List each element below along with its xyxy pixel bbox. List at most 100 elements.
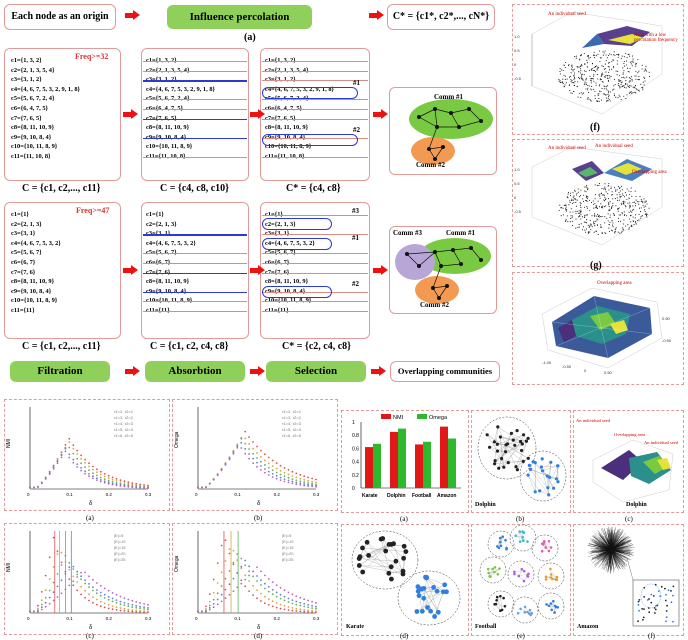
data-point xyxy=(115,480,118,482)
scatter-point xyxy=(599,57,601,59)
scatter-point xyxy=(608,204,610,206)
legend-entry: |E|=25 xyxy=(282,557,294,562)
scatter-point xyxy=(635,88,637,90)
scatter-point xyxy=(565,218,567,220)
network-edge xyxy=(594,549,612,560)
network-node xyxy=(524,439,528,443)
scatter-point xyxy=(564,78,566,80)
data-point xyxy=(135,604,138,607)
data-point xyxy=(216,474,219,477)
scatter-point xyxy=(584,70,586,72)
network-edge xyxy=(514,570,525,572)
data-point xyxy=(240,557,243,560)
bar xyxy=(390,431,398,488)
scatter-point xyxy=(559,68,561,70)
data-point xyxy=(107,479,110,482)
scatter-point xyxy=(570,80,572,82)
network-edge xyxy=(515,535,524,541)
network-node xyxy=(415,588,421,594)
network-node xyxy=(556,480,560,484)
scatter-point xyxy=(643,198,645,200)
data-point xyxy=(283,467,286,469)
scatter-point xyxy=(594,220,596,222)
scatter-point xyxy=(590,68,592,70)
scatter-point xyxy=(572,196,574,198)
data-point xyxy=(208,607,211,609)
scatter-point xyxy=(631,209,633,211)
data-point xyxy=(48,602,51,605)
scatter-point xyxy=(621,211,623,214)
legend-entry: NMI xyxy=(393,415,404,421)
network-node xyxy=(495,599,498,602)
network-node xyxy=(654,583,657,586)
bl-c-frame xyxy=(4,523,170,635)
scatter-point xyxy=(614,198,616,200)
x-tick: 0.2 xyxy=(106,616,113,621)
scatter-point xyxy=(585,77,587,79)
scatter-point xyxy=(605,198,607,200)
data-point xyxy=(236,571,239,574)
data-point xyxy=(99,476,102,479)
y-tick: 0.6 xyxy=(352,446,359,452)
scatter-point xyxy=(629,193,631,196)
data-point xyxy=(92,596,94,598)
scatter-point xyxy=(642,204,644,206)
data-point xyxy=(311,611,313,613)
data-point xyxy=(252,570,254,573)
scatter-point xyxy=(591,89,593,91)
scatter-point xyxy=(644,210,646,213)
network-node xyxy=(540,469,545,473)
scatter-point xyxy=(613,93,615,95)
scatter-point xyxy=(584,206,586,208)
set-item: c11={11, 10, 8} xyxy=(265,152,334,162)
scatter-point xyxy=(593,231,595,233)
network-node xyxy=(498,536,502,540)
row1-community-graph xyxy=(409,99,493,165)
data-point xyxy=(287,601,290,603)
data-point xyxy=(111,483,114,486)
community-ring xyxy=(351,530,419,590)
network-node xyxy=(526,473,530,477)
data-point xyxy=(111,597,114,600)
network-node xyxy=(533,490,537,494)
data-point xyxy=(37,486,39,488)
panel-label-a: (a) xyxy=(244,32,256,43)
network-node xyxy=(642,618,644,621)
x-label: δ xyxy=(89,501,93,507)
data-point xyxy=(256,589,258,591)
network-edge xyxy=(366,542,389,574)
scatter-point xyxy=(597,233,599,236)
scatter-point xyxy=(630,190,632,193)
data-point xyxy=(256,580,258,582)
x-tick: 0.1 xyxy=(66,616,73,621)
data-point xyxy=(271,588,274,591)
scatter-point xyxy=(580,223,582,225)
panel-g-plot: 1.00.50-0.5 xyxy=(514,146,663,246)
data-point xyxy=(216,592,219,595)
data-point xyxy=(76,466,79,468)
data-point xyxy=(135,601,138,603)
row2-list1: c1={1} c2={2, 1, 3} c3={3, 1} c4={4, 6, 7, … xyxy=(11,210,61,316)
scatter-point xyxy=(578,210,580,212)
scatter-point xyxy=(635,220,637,222)
data-point xyxy=(64,561,67,563)
scatter-point xyxy=(615,205,617,207)
data-point xyxy=(37,604,39,607)
scatter-point xyxy=(582,79,584,81)
scatter-point xyxy=(627,70,629,73)
network-node xyxy=(493,459,497,463)
scatter-point xyxy=(585,82,587,84)
network-node xyxy=(666,604,668,607)
network-node xyxy=(516,611,520,615)
data-point xyxy=(68,568,71,571)
svg-text:0: 0 xyxy=(514,195,517,200)
scatter-point xyxy=(580,206,582,208)
scatter-point xyxy=(571,225,574,227)
data-point xyxy=(111,592,114,594)
data-point xyxy=(287,591,290,594)
scatter-point xyxy=(602,194,604,196)
data-point xyxy=(52,599,55,602)
scatter-point xyxy=(614,232,616,234)
data-point xyxy=(271,469,274,472)
network-edge xyxy=(495,443,523,461)
